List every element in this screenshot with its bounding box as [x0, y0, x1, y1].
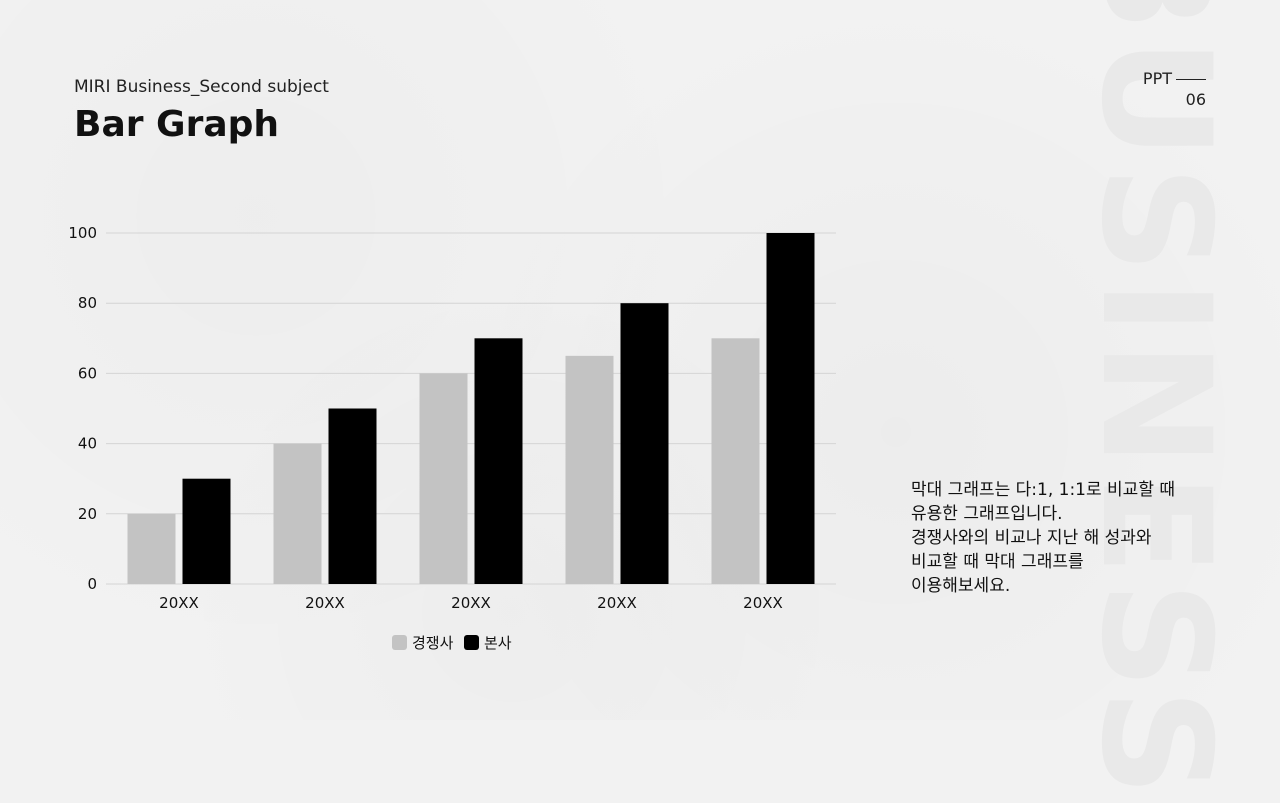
bar-company: [474, 338, 523, 584]
page-dash: [1176, 79, 1206, 80]
page-number: 06: [1185, 90, 1206, 109]
description-line: 막대 그래프는 다:1, 1:1로 비교할 때: [911, 480, 1176, 500]
legend-label: 본사: [484, 634, 512, 652]
bar-company: [620, 303, 669, 584]
bar-company: [182, 478, 231, 584]
description-line: 경쟁사와의 비교나 지난 해 성과와: [911, 528, 1152, 548]
y-tick-label: 100: [68, 224, 97, 242]
bar-competitor: [273, 443, 322, 584]
description-line: 이용해보세요.: [911, 576, 1011, 596]
description-line: 유용한 그래프입니다.: [911, 504, 1063, 524]
page-prefix: PPT: [1142, 69, 1172, 88]
legend-label: 경쟁사: [412, 634, 454, 652]
x-tick-label: 20XX: [597, 594, 637, 612]
bar-competitor: [565, 355, 614, 584]
bar-company: [766, 233, 815, 584]
bar-competitor: [127, 513, 176, 584]
bar-competitor: [419, 373, 468, 584]
y-tick-label: 80: [78, 294, 97, 312]
x-tick-label: 20XX: [743, 594, 783, 612]
y-tick-label: 40: [78, 435, 97, 453]
bar-company: [328, 408, 377, 584]
page-indicator: PPT 06: [1143, 68, 1206, 110]
y-tick-label: 60: [78, 364, 97, 382]
bar-chart: 0 20 40 60 80 100 20XX 20XX 20XX 20XX 20XX 경쟁사 본사: [68, 224, 836, 652]
slide-title: Bar Graph: [74, 104, 280, 145]
y-tick-label: 20: [78, 505, 97, 523]
x-tick-label: 20XX: [305, 594, 345, 612]
slide-subtitle: MIRI Business_Second subject: [74, 77, 329, 97]
legend-swatch: [392, 635, 407, 650]
legend-swatch: [464, 635, 479, 650]
y-tick-label: 0: [87, 575, 97, 593]
x-tick-label: 20XX: [159, 594, 199, 612]
x-tick-label: 20XX: [451, 594, 491, 612]
bar-competitor: [711, 338, 760, 584]
description-line: 비교할 때 막대 그래프를: [911, 552, 1084, 572]
